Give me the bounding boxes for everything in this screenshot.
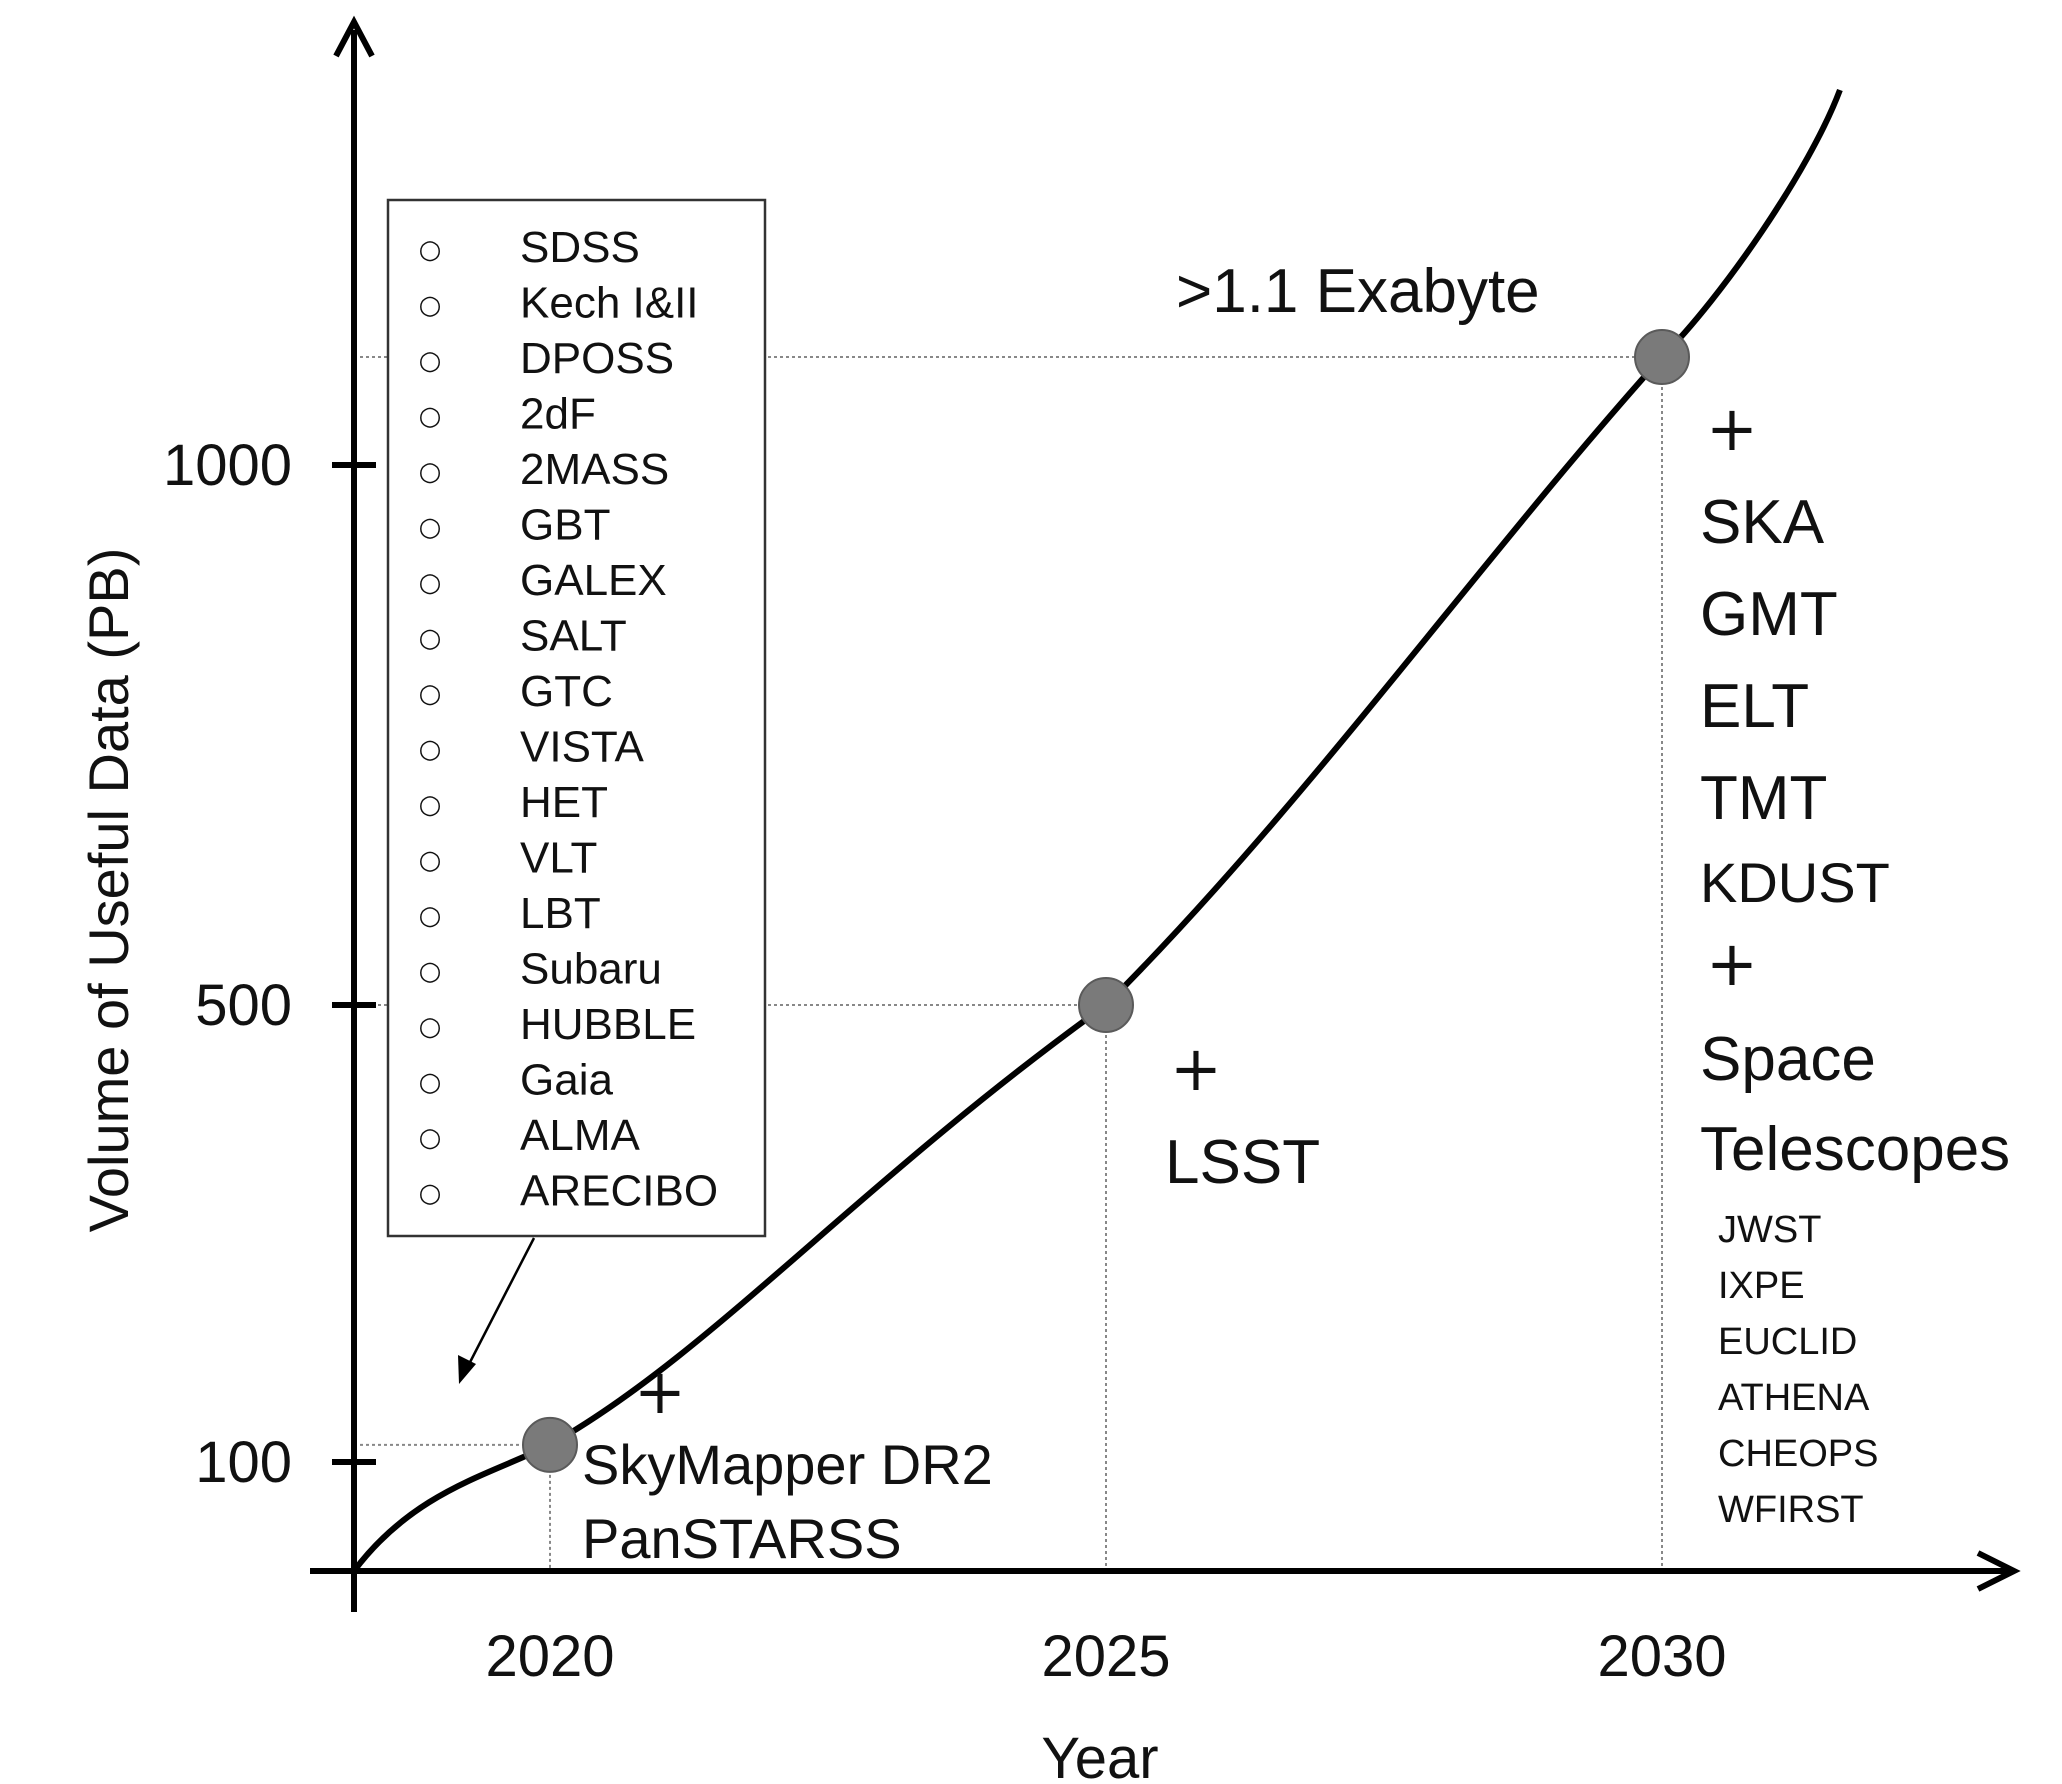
x-tick-label: 2020 — [485, 1624, 614, 1689]
legend-item-label: ALMA — [520, 1111, 640, 1160]
legend-bullet: ○ — [419, 957, 442, 987]
legend-pointer — [464, 1237, 536, 1371]
legend-bullet: ○ — [419, 1068, 442, 1098]
legend-box — [386, 198, 767, 1238]
legend-bullet: ○ — [419, 735, 442, 765]
space-telescope-item: ATHENA — [1718, 1377, 1870, 1419]
legend-bullet: ○ — [419, 457, 442, 487]
x-axis-label: Year — [1041, 1726, 1158, 1784]
lsst-label: LSST — [1165, 1128, 1320, 1197]
plus-2020: + — [634, 1355, 686, 1428]
x-tick-label: 2030 — [1597, 1624, 1726, 1689]
legend-item-label: HET — [520, 778, 608, 827]
legend-bullet: ○ — [419, 402, 442, 432]
legend-bullet: ○ — [419, 291, 442, 321]
space-label: Space — [1700, 1025, 1876, 1094]
annotation-2020: + SkyMapper DR2 PanSTARSS — [582, 1355, 993, 1570]
legend-bullet: ○ — [419, 679, 442, 709]
legend-item-label: VLT — [520, 834, 597, 883]
x-ticks: 2020 2025 2030 — [485, 1624, 1726, 1689]
legend-item-label: HUBBLE — [520, 1000, 696, 1049]
space-telescope-item: JWST — [1718, 1209, 1821, 1251]
legend-item-label: ARECIBO — [520, 1167, 718, 1216]
legend-item-label: GTC — [520, 667, 613, 716]
legend-bullet: ○ — [419, 513, 442, 543]
legend-bullet: ○ — [419, 846, 442, 876]
legend-item-label: 2MASS — [520, 445, 669, 494]
skymapper-label: SkyMapper DR2 — [582, 1433, 993, 1496]
plus-2030-b: + — [1706, 927, 1758, 1000]
legend-bullet: ○ — [419, 624, 442, 654]
legend-item-label: Kech I&II — [520, 279, 699, 328]
milestone-marker — [522, 1416, 578, 1473]
legend-bullet: ○ — [419, 346, 442, 376]
y-tick-label: 1000 — [163, 433, 292, 498]
legend-items: ○ SDSS ○ Kech I&II ○ DPOSS ○ 2dF ○ 2MASS ○ GBT ○ GALE… — [419, 223, 718, 1216]
elt-label: ELT — [1700, 672, 1809, 741]
y-tick-label: 100 — [195, 1430, 292, 1495]
legend-bullet: ○ — [419, 235, 442, 265]
legend-item-label: 2dF — [520, 390, 596, 439]
legend-bullet: ○ — [419, 1012, 442, 1042]
kdust-label: KDUST — [1700, 851, 1890, 914]
plus-2030-a: + — [1706, 392, 1758, 465]
gmt-label: GMT — [1700, 580, 1838, 649]
space-telescope-item: WFIRST — [1718, 1489, 1864, 1531]
legend-item-label: VISTA — [520, 723, 645, 772]
legend-item-label: Gaia — [520, 1056, 613, 1105]
milestone-markers — [522, 329, 1690, 1473]
milestone-marker — [1634, 329, 1690, 385]
y-axis-arrowhead — [333, 15, 375, 58]
plus-2025: + — [1170, 1032, 1222, 1105]
legend-item-label: LBT — [520, 889, 601, 938]
legend-item-label: SDSS — [520, 223, 640, 272]
exabyte-label: >1.1 Exabyte — [1176, 257, 1540, 326]
milestone-marker — [1078, 977, 1134, 1033]
y-ticks: 100 500 1000 — [163, 433, 376, 1495]
telescopes-label: Telescopes — [1700, 1115, 2010, 1184]
x-tick-label: 2025 — [1041, 1624, 1170, 1689]
space-telescope-item: CHEOPS — [1718, 1433, 1878, 1475]
space-telescope-list: JWST IXPE EUCLID ATHENA CHEOPS WFIRST — [1718, 1209, 1878, 1531]
panstarss-label: PanSTARSS — [582, 1507, 902, 1570]
legend-bullet: ○ — [419, 901, 442, 931]
legend-item-label: SALT — [520, 612, 627, 661]
x-axis-arrowhead — [1976, 1550, 2021, 1592]
legend-item-label: GALEX — [520, 556, 667, 605]
space-telescope-item: EUCLID — [1718, 1321, 1857, 1363]
space-telescope-item: IXPE — [1718, 1265, 1805, 1307]
tmt-label: TMT — [1700, 764, 1827, 833]
y-axis-label: Volume of Useful Data (PB) — [77, 548, 140, 1233]
annotation-2025: + LSST — [1165, 1032, 1320, 1197]
legend-bullet: ○ — [419, 1123, 442, 1153]
ska-label: SKA — [1700, 488, 1825, 557]
legend-bullet: ○ — [419, 790, 442, 820]
legend-item-label: GBT — [520, 501, 610, 550]
legend-pointer-arrowhead — [458, 1355, 476, 1384]
legend-bullet: ○ — [419, 568, 442, 598]
y-tick-label: 500 — [195, 973, 292, 1038]
annotation-2030: + SKA GMT ELT TMT KDUST + Space Telescop… — [1700, 392, 2010, 1184]
legend-item-label: DPOSS — [520, 334, 674, 383]
legend-bullet: ○ — [419, 1179, 442, 1209]
legend-item-label: Subaru — [520, 945, 662, 994]
